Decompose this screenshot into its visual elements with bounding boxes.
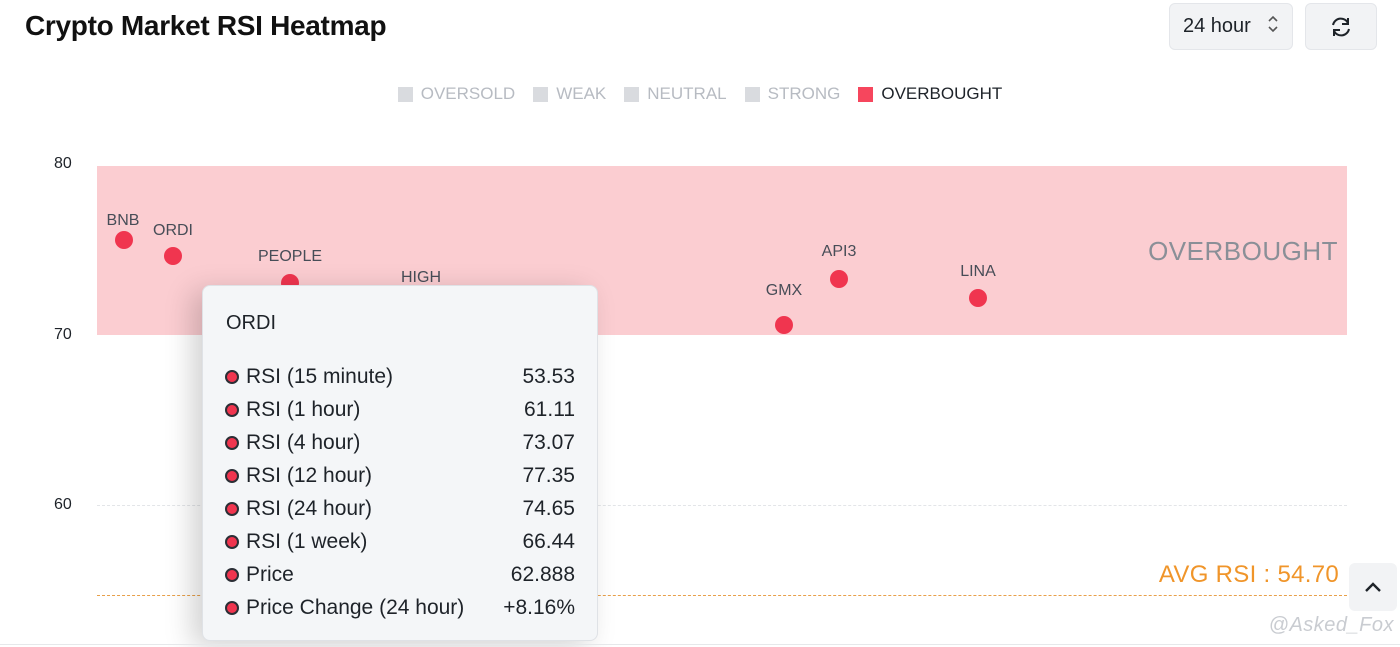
legend-label: OVERSOLD: [420, 84, 516, 103]
tooltip-row: RSI (15 minute) 53.53: [225, 360, 575, 393]
tooltip-row: Price Change (24 hour) +8.16%: [225, 591, 575, 624]
data-point[interactable]: [969, 288, 987, 307]
legend-neutral[interactable]: NEUTRAL: [624, 84, 727, 104]
data-point-label: HIGH: [401, 269, 441, 287]
avg-rsi-label: AVG RSI : 54.70: [1158, 561, 1339, 588]
legend-label: NEUTRAL: [647, 84, 727, 103]
y-tick-label: 80: [54, 155, 72, 172]
tooltip-row-value: 61.11: [524, 397, 575, 421]
tooltip-row: RSI (12 hour) 77.35: [225, 459, 575, 492]
legend-label: WEAK: [556, 84, 607, 103]
data-point[interactable]: [830, 270, 848, 289]
legend-label: OVERBOUGHT: [881, 84, 1003, 103]
watermark: @Asked_Fox: [1268, 614, 1394, 636]
tooltip-row-label: RSI (12 hour): [246, 463, 373, 487]
data-point-label: ORDI: [153, 222, 193, 240]
refresh-button[interactable]: [1305, 3, 1377, 50]
tooltip-row-label: RSI (1 week): [246, 529, 368, 553]
refresh-icon: [1332, 17, 1350, 36]
tooltip-row-label: Price: [246, 562, 294, 586]
legend-swatch: [744, 86, 760, 102]
bullet-icon: [225, 567, 239, 582]
tooltip-row-label: RSI (24 hour): [246, 496, 373, 520]
chevron-updown-icon: [1268, 15, 1278, 33]
tooltip-row-label: RSI (4 hour): [246, 430, 361, 454]
scroll-to-top-button[interactable]: [1349, 563, 1397, 611]
data-point-label: API3: [821, 243, 857, 261]
legend-swatch: [858, 86, 874, 102]
timeframe-select[interactable]: 24 hour: [1169, 3, 1293, 50]
tooltip-row: RSI (1 hour) 61.11: [225, 393, 575, 426]
data-point-label: BNB: [106, 212, 140, 230]
legend-swatch: [624, 86, 640, 102]
tooltip-row-value: 53.53: [522, 364, 575, 388]
tooltip-row-value: 66.44: [522, 529, 575, 553]
bullet-icon: [225, 501, 239, 516]
y-tick-label: 60: [54, 496, 72, 513]
data-point[interactable]: [164, 247, 182, 266]
coin-tooltip: ORDI RSI (15 minute) 53.53 RSI (1 hour) 61…: [202, 285, 598, 641]
tooltip-row: Price 62.888: [225, 558, 575, 591]
tooltip-row-value: 73.07: [522, 430, 575, 454]
data-point[interactable]: [775, 315, 793, 334]
tooltip-row-value: 62.888: [510, 562, 575, 586]
data-point[interactable]: [115, 231, 133, 250]
bullet-icon: [225, 534, 239, 549]
tooltip-row-label: RSI (15 minute): [246, 364, 394, 388]
bullet-icon: [225, 468, 239, 483]
tooltip-row-value: 74.65: [522, 496, 575, 520]
tooltip-row: RSI (1 week) 66.44: [225, 525, 575, 558]
legend-swatch: [533, 86, 549, 102]
data-point-label: PEOPLE: [257, 247, 323, 265]
tooltip-row-label: Price Change (24 hour): [246, 595, 465, 619]
avg-rsi-line: [97, 595, 1347, 596]
tooltip-row: RSI (24 hour) 74.65: [225, 492, 575, 525]
data-point-label: LINA: [960, 262, 996, 280]
tooltip-title: ORDI: [226, 312, 276, 334]
legend-weak[interactable]: WEAK: [533, 84, 606, 104]
page-title: Crypto Market RSI Heatmap: [25, 10, 387, 41]
bullet-icon: [225, 600, 239, 615]
bullet-icon: [225, 402, 239, 417]
legend-overbought[interactable]: OVERBOUGHT: [858, 84, 1002, 104]
data-point-label: GMX: [765, 281, 803, 299]
tooltip-row-label: RSI (1 hour): [246, 397, 361, 421]
tooltip-row-value: +8.16%: [503, 595, 575, 619]
tooltip-row-value: 77.35: [522, 463, 575, 487]
chevron-up-icon: [1365, 582, 1381, 592]
gridline: [97, 505, 1347, 506]
legend-label: STRONG: [767, 84, 841, 103]
legend-strong[interactable]: STRONG: [744, 84, 841, 104]
divider: [0, 644, 1400, 645]
legend-swatch: [397, 86, 413, 102]
zone-label: OVERBOUGHT: [1148, 236, 1338, 266]
bullet-icon: [225, 369, 239, 384]
bullet-icon: [225, 435, 239, 450]
timeframe-value: 24 hour: [1183, 15, 1251, 37]
legend-oversold[interactable]: OVERSOLD: [397, 84, 516, 104]
tooltip-row: RSI (4 hour) 73.07: [225, 426, 575, 459]
y-tick-label: 70: [54, 326, 72, 343]
chart-legend: OVERSOLD WEAK NEUTRAL STRONG OVERBOUGHT: [0, 84, 1400, 104]
